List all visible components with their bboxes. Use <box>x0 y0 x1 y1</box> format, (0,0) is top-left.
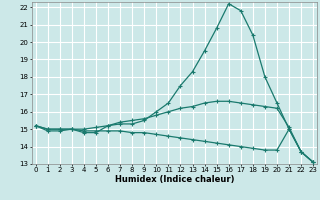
X-axis label: Humidex (Indice chaleur): Humidex (Indice chaleur) <box>115 175 234 184</box>
